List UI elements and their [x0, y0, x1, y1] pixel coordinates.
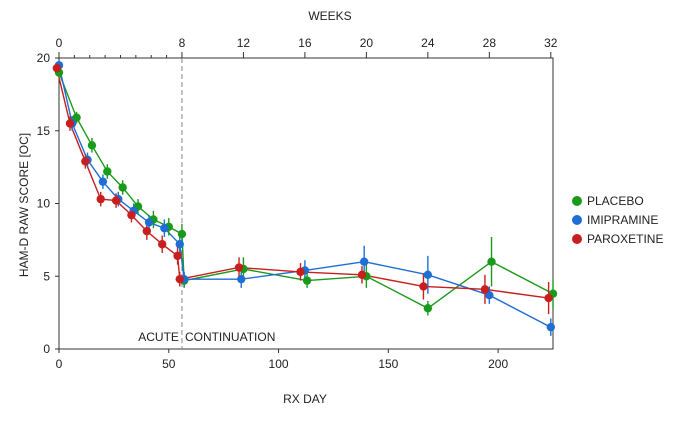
x-axis-title: RX DAY	[283, 392, 327, 406]
data-point	[423, 304, 433, 313]
x-tick-label: 0	[56, 357, 63, 371]
legend-label: PAROXETINE	[587, 232, 663, 246]
legend-label: PLACEBO	[587, 194, 644, 208]
data-point	[81, 157, 90, 166]
data-point	[419, 282, 428, 291]
series-line-imipramine	[58, 65, 552, 328]
data-point	[302, 276, 312, 285]
data-point	[111, 196, 121, 205]
top-axis-title: WEEKS	[308, 9, 351, 23]
data-point	[142, 226, 152, 236]
y-tick-label: 15	[37, 124, 51, 138]
data-point	[296, 267, 305, 277]
phase-label-continuation: CONTINUATION	[185, 330, 275, 344]
data-point	[487, 257, 496, 266]
data-point	[175, 274, 184, 284]
y-tick-label: 5	[43, 269, 50, 283]
y-tick-label: 0	[43, 342, 50, 356]
phase-label-acute: ACUTE	[138, 330, 179, 344]
data-point	[177, 229, 187, 239]
top-tick-label: 24	[421, 36, 435, 50]
data-point	[480, 285, 490, 294]
y-axis-title: HAM-D RAW SCORE [OC]	[17, 133, 31, 277]
series-line-placebo	[58, 72, 554, 310]
data-point	[173, 251, 182, 261]
legend-label: IMIPRAMINE	[587, 213, 658, 227]
data-point	[157, 240, 167, 249]
data-point	[87, 141, 97, 150]
data-point	[72, 113, 81, 122]
x-tick-label: 150	[378, 357, 398, 371]
data-point	[65, 119, 75, 128]
data-point	[118, 183, 127, 192]
top-tick-label: 16	[298, 36, 312, 50]
data-point	[423, 270, 433, 279]
top-tick-label: 20	[360, 36, 374, 50]
top-tick-label: 12	[237, 36, 251, 50]
data-point	[98, 177, 108, 186]
data-point	[546, 322, 556, 332]
x-tick-label: 200	[488, 357, 508, 371]
legend: PLACEBO IMIPRAMINE PAROXETINE	[572, 194, 663, 246]
x-tick-label: 100	[269, 357, 289, 371]
top-tick-label: 0	[56, 36, 63, 50]
data-point	[127, 210, 136, 220]
data-point	[359, 257, 369, 266]
y-tick-label: 10	[37, 197, 51, 211]
data-point	[544, 293, 553, 303]
top-tick-label: 8	[179, 36, 186, 50]
data-point	[103, 167, 112, 176]
top-tick-label: 32	[544, 36, 558, 50]
data-point	[237, 274, 246, 284]
top-tick-label: 28	[483, 36, 497, 50]
data-point	[175, 240, 184, 249]
data-point	[485, 290, 494, 300]
legend-marker	[572, 215, 582, 225]
data-point	[234, 263, 244, 272]
y-tick-label: 20	[37, 51, 51, 65]
x-tick-label: 50	[162, 357, 176, 371]
legend-marker	[572, 234, 582, 244]
legend-marker	[572, 196, 582, 206]
data-point	[160, 224, 169, 233]
series-line-paroxetine	[56, 68, 549, 299]
data-point	[357, 270, 367, 279]
data-point	[52, 63, 62, 73]
data-point	[96, 194, 105, 204]
data-point	[144, 218, 154, 227]
